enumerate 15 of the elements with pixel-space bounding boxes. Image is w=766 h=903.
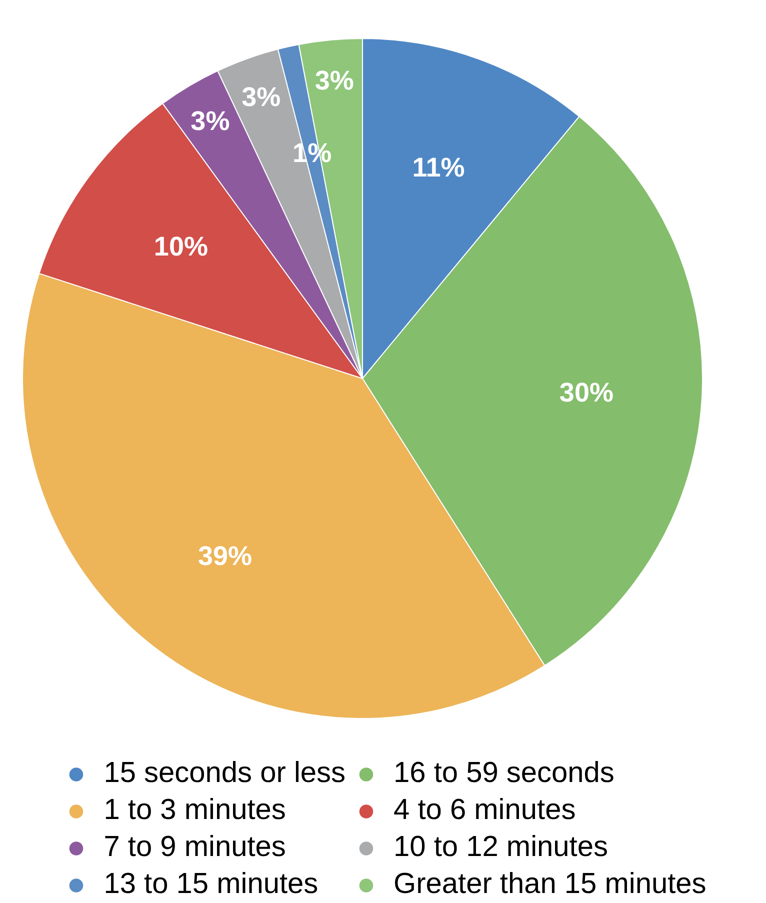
legend-label: 16 to 59 seconds <box>394 757 614 790</box>
legend-label: 13 to 15 minutes <box>104 868 318 901</box>
data-label: 3% <box>190 106 230 136</box>
legend-label: 1 to 3 minutes <box>104 794 286 827</box>
legend-label: 10 to 12 minutes <box>394 831 608 864</box>
legend-label: 4 to 6 minutes <box>394 794 576 827</box>
data-label: 10% <box>154 232 208 262</box>
data-label: 11% <box>412 152 465 182</box>
data-label: 3% <box>242 82 281 112</box>
data-label: 39% <box>198 540 252 571</box>
legend-label: Greater than 15 minutes <box>394 868 706 901</box>
legend-label: 15 seconds or less <box>104 757 346 790</box>
data-label: 3% <box>314 66 354 96</box>
legend-label: 7 to 9 minutes <box>104 831 286 864</box>
data-label: 30% <box>559 378 614 408</box>
